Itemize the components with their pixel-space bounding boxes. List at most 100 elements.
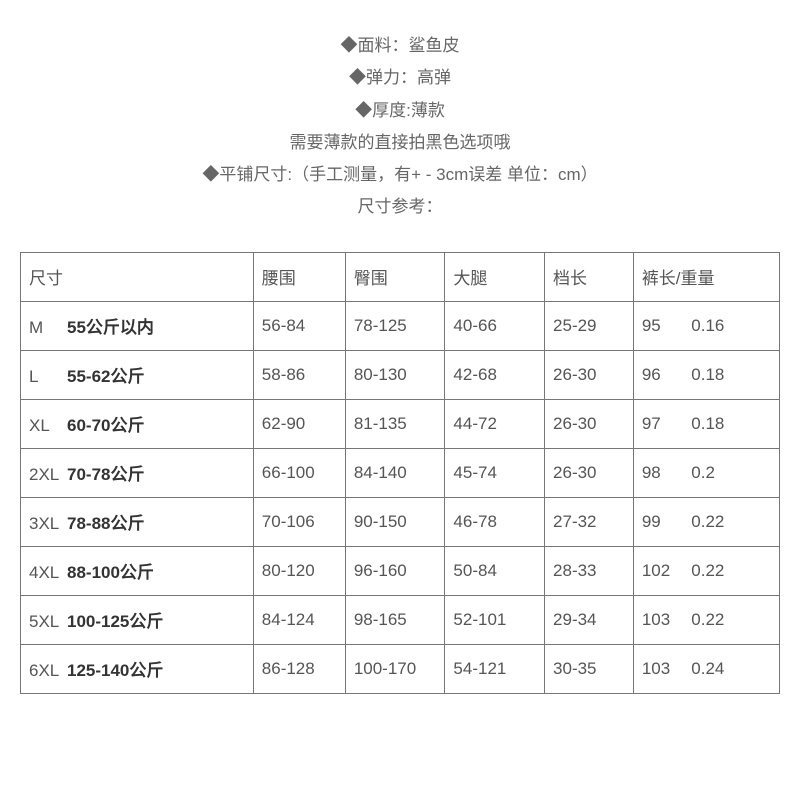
col-size: 尺寸 — [21, 252, 254, 301]
cell-thigh: 54-121 — [445, 644, 545, 693]
cell-length-weight: 96 0.18 — [633, 350, 779, 399]
cell-crotch: 25-29 — [545, 301, 634, 350]
cell-length-weight: 98 0.2 — [633, 448, 779, 497]
cell-length-weight: 99 0.22 — [633, 497, 779, 546]
cell-hip: 98-165 — [345, 595, 445, 644]
length-value: 99 — [642, 512, 682, 532]
cell-length-weight: 95 0.16 — [633, 301, 779, 350]
cell-size: 2XL70-78公斤 — [21, 448, 254, 497]
cell-hip: 81-135 — [345, 399, 445, 448]
cell-thigh: 45-74 — [445, 448, 545, 497]
size-code: M — [29, 318, 67, 338]
cell-waist: 58-86 — [253, 350, 345, 399]
cell-thigh: 50-84 — [445, 546, 545, 595]
header-line: ◆平铺尺寸:（手工测量，有+ - 3cm误差 单位：cm） — [0, 159, 800, 191]
table-row: M55公斤以内56-8478-12540-6625-2995 0.16 — [21, 301, 780, 350]
cell-size: 5XL100-125公斤 — [21, 595, 254, 644]
weight-value: 0.18 — [691, 414, 724, 433]
cell-crotch: 29-34 — [545, 595, 634, 644]
cell-size: XL60-70公斤 — [21, 399, 254, 448]
cell-waist: 66-100 — [253, 448, 345, 497]
header-line: ◆弹力：高弹 — [0, 62, 800, 94]
weight-value: 0.24 — [691, 659, 724, 678]
cell-waist: 86-128 — [253, 644, 345, 693]
table-row: 3XL78-88公斤70-10690-15046-7827-3299 0.22 — [21, 497, 780, 546]
cell-waist: 80-120 — [253, 546, 345, 595]
size-code: 3XL — [29, 514, 67, 534]
length-value: 98 — [642, 463, 682, 483]
weight-value: 0.22 — [691, 610, 724, 629]
weight-value: 0.22 — [691, 512, 724, 531]
col-waist: 腰围 — [253, 252, 345, 301]
size-weight-range: 70-78公斤 — [67, 465, 144, 484]
cell-crotch: 26-30 — [545, 399, 634, 448]
cell-length-weight: 103 0.22 — [633, 595, 779, 644]
header-line: 需要薄款的直接拍黑色选项哦 — [0, 127, 800, 159]
size-code: 6XL — [29, 661, 67, 681]
size-weight-range: 55公斤以内 — [67, 318, 154, 337]
length-value: 95 — [642, 316, 682, 336]
cell-hip: 100-170 — [345, 644, 445, 693]
cell-crotch: 26-30 — [545, 350, 634, 399]
table-header-row: 尺寸 腰围 臀围 大腿 档长 裤长/重量 — [21, 252, 780, 301]
size-weight-range: 88-100公斤 — [67, 563, 154, 582]
table-row: 4XL88-100公斤80-12096-16050-8428-33102 0.2… — [21, 546, 780, 595]
length-value: 102 — [642, 561, 682, 581]
col-crotch: 档长 — [545, 252, 634, 301]
cell-waist: 62-90 — [253, 399, 345, 448]
cell-waist: 56-84 — [253, 301, 345, 350]
cell-hip: 84-140 — [345, 448, 445, 497]
product-spec-header: ◆面料：鲨鱼皮 ◆弹力：高弹 ◆厚度:薄款 需要薄款的直接拍黑色选项哦 ◆平铺尺… — [0, 0, 800, 224]
size-weight-range: 125-140公斤 — [67, 661, 163, 680]
header-line: ◆面料：鲨鱼皮 — [0, 30, 800, 62]
table-row: 6XL125-140公斤86-128100-17054-12130-35103 … — [21, 644, 780, 693]
cell-size: 6XL125-140公斤 — [21, 644, 254, 693]
cell-length-weight: 102 0.22 — [633, 546, 779, 595]
weight-value: 0.2 — [691, 463, 715, 482]
cell-size: M55公斤以内 — [21, 301, 254, 350]
cell-length-weight: 103 0.24 — [633, 644, 779, 693]
weight-value: 0.22 — [691, 561, 724, 580]
cell-waist: 84-124 — [253, 595, 345, 644]
size-code: L — [29, 367, 67, 387]
length-value: 103 — [642, 610, 682, 630]
table-row: L55-62公斤58-8680-13042-6826-3096 0.18 — [21, 350, 780, 399]
col-length: 裤长/重量 — [633, 252, 779, 301]
size-chart-table: 尺寸 腰围 臀围 大腿 档长 裤长/重量 M55公斤以内56-8478-1254… — [20, 252, 780, 694]
length-value: 103 — [642, 659, 682, 679]
col-thigh: 大腿 — [445, 252, 545, 301]
cell-size: 3XL78-88公斤 — [21, 497, 254, 546]
size-weight-range: 60-70公斤 — [67, 416, 144, 435]
table-row: XL60-70公斤62-9081-13544-7226-3097 0.18 — [21, 399, 780, 448]
table-row: 5XL100-125公斤84-12498-16552-10129-34103 0… — [21, 595, 780, 644]
cell-hip: 96-160 — [345, 546, 445, 595]
cell-size: L55-62公斤 — [21, 350, 254, 399]
length-value: 96 — [642, 365, 682, 385]
length-value: 97 — [642, 414, 682, 434]
size-code: 4XL — [29, 563, 67, 583]
cell-hip: 78-125 — [345, 301, 445, 350]
header-line: ◆厚度:薄款 — [0, 95, 800, 127]
size-weight-range: 55-62公斤 — [67, 367, 144, 386]
cell-crotch: 26-30 — [545, 448, 634, 497]
size-weight-range: 100-125公斤 — [67, 612, 163, 631]
cell-hip: 80-130 — [345, 350, 445, 399]
size-code: 5XL — [29, 612, 67, 632]
size-code: XL — [29, 416, 67, 436]
cell-crotch: 28-33 — [545, 546, 634, 595]
cell-thigh: 42-68 — [445, 350, 545, 399]
col-hip: 臀围 — [345, 252, 445, 301]
cell-thigh: 40-66 — [445, 301, 545, 350]
cell-thigh: 46-78 — [445, 497, 545, 546]
size-weight-range: 78-88公斤 — [67, 514, 144, 533]
cell-crotch: 27-32 — [545, 497, 634, 546]
weight-value: 0.16 — [691, 316, 724, 335]
cell-waist: 70-106 — [253, 497, 345, 546]
cell-crotch: 30-35 — [545, 644, 634, 693]
cell-length-weight: 97 0.18 — [633, 399, 779, 448]
cell-thigh: 52-101 — [445, 595, 545, 644]
cell-thigh: 44-72 — [445, 399, 545, 448]
header-line: 尺寸参考： — [0, 191, 800, 223]
size-code: 2XL — [29, 465, 67, 485]
weight-value: 0.18 — [691, 365, 724, 384]
